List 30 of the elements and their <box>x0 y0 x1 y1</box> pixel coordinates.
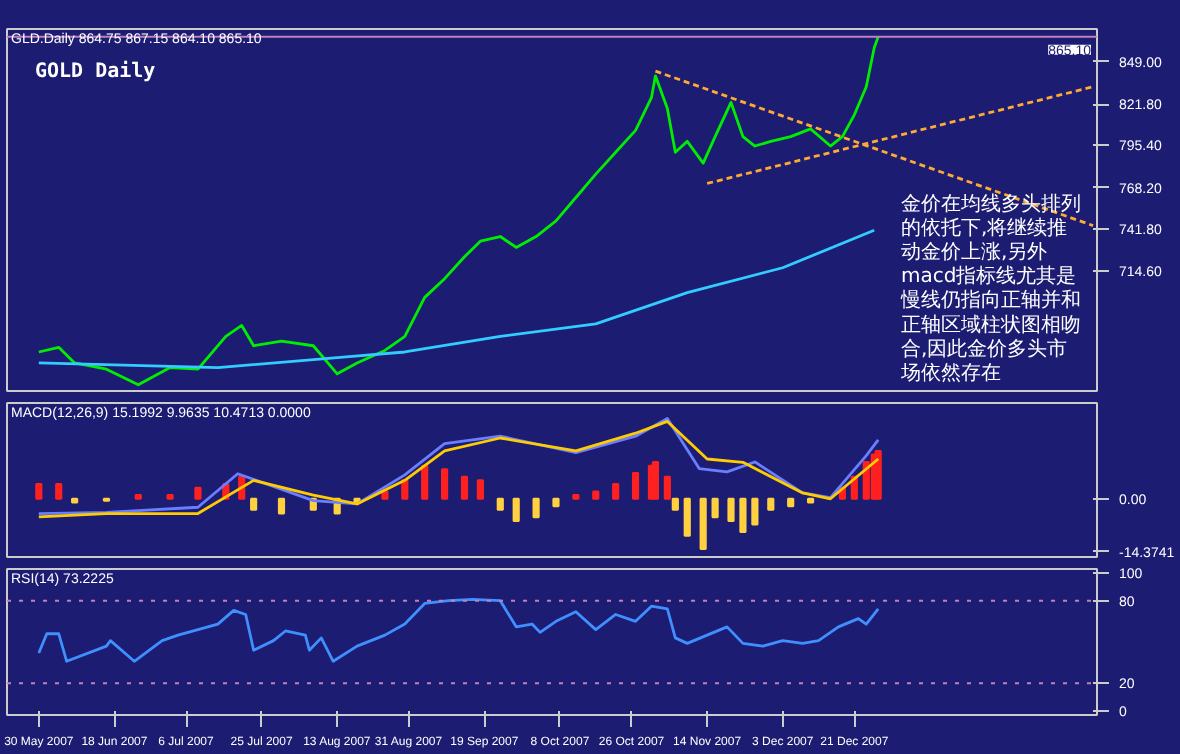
line-series <box>37 228 876 369</box>
bar <box>663 475 671 500</box>
bar <box>699 497 707 550</box>
bar <box>727 497 735 522</box>
bar <box>671 497 679 511</box>
bar <box>55 483 63 500</box>
bar <box>711 497 719 519</box>
bar <box>751 497 759 526</box>
bar <box>683 497 691 537</box>
bar <box>250 497 258 511</box>
bar <box>552 497 560 508</box>
bar <box>631 472 640 500</box>
line-series <box>37 597 880 663</box>
bar <box>612 483 620 500</box>
bar <box>767 497 775 511</box>
bar <box>194 486 202 500</box>
bar <box>277 497 286 515</box>
bar <box>35 483 43 500</box>
bar <box>441 468 449 500</box>
bar <box>512 497 520 522</box>
bar <box>496 497 504 511</box>
bar <box>381 490 389 500</box>
bar <box>476 479 484 500</box>
bar <box>460 475 469 500</box>
bar <box>739 497 747 533</box>
bar <box>421 464 429 500</box>
text: GOLD Daily <box>35 59 156 83</box>
bar <box>592 490 600 500</box>
bar <box>532 497 540 519</box>
bar <box>787 497 795 508</box>
